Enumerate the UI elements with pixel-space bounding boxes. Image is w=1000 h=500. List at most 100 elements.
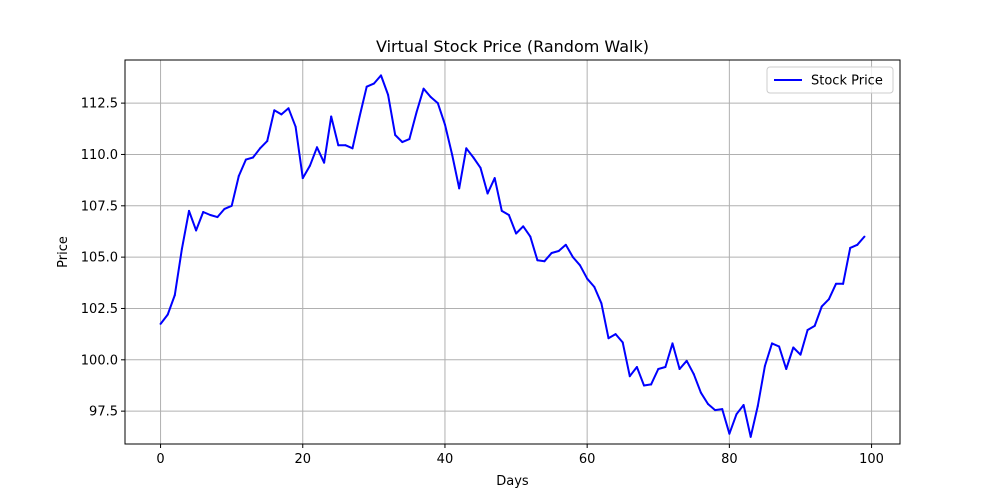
data-point bbox=[806, 329, 809, 332]
data-point bbox=[479, 166, 482, 169]
data-point bbox=[337, 144, 340, 147]
data-point bbox=[778, 345, 781, 348]
data-point bbox=[379, 74, 382, 77]
data-point bbox=[486, 192, 489, 195]
data-point bbox=[187, 209, 190, 212]
data-point bbox=[159, 322, 162, 325]
data-point bbox=[173, 294, 176, 297]
data-point bbox=[465, 147, 468, 150]
data-point bbox=[202, 210, 205, 213]
data-point bbox=[472, 156, 475, 159]
x-tick-label: 40 bbox=[437, 452, 454, 467]
legend: Stock Price bbox=[766, 66, 894, 94]
legend-box bbox=[766, 66, 894, 94]
x-axis-label: Days bbox=[496, 474, 529, 489]
data-point bbox=[785, 368, 788, 371]
data-point bbox=[849, 246, 852, 249]
data-point bbox=[315, 146, 318, 149]
data-point bbox=[308, 164, 311, 167]
x-tick-label: 20 bbox=[294, 452, 311, 467]
data-point bbox=[707, 402, 710, 405]
data-point bbox=[301, 177, 304, 180]
data-point bbox=[493, 177, 496, 180]
data-point bbox=[429, 95, 432, 98]
data-point bbox=[756, 405, 759, 408]
y-tick-label: 102.5 bbox=[81, 302, 118, 317]
data-point bbox=[216, 216, 219, 219]
data-point bbox=[856, 243, 859, 246]
data-point bbox=[813, 324, 816, 327]
data-point bbox=[550, 252, 553, 255]
data-point bbox=[223, 207, 226, 210]
data-point bbox=[529, 235, 532, 238]
data-point bbox=[863, 235, 866, 238]
data-point bbox=[237, 175, 240, 178]
data-point bbox=[401, 141, 404, 144]
y-tick-label: 97.5 bbox=[89, 405, 118, 420]
data-point bbox=[507, 214, 510, 217]
legend-label: Stock Price bbox=[811, 74, 883, 89]
x-tick-label: 80 bbox=[721, 452, 738, 467]
data-point bbox=[408, 138, 411, 141]
data-point bbox=[330, 115, 333, 118]
data-point bbox=[294, 125, 297, 128]
data-point bbox=[394, 133, 397, 136]
y-tick-label: 105.0 bbox=[81, 251, 118, 266]
data-point bbox=[820, 305, 823, 308]
x-tick-label: 60 bbox=[579, 452, 596, 467]
data-point bbox=[685, 359, 688, 362]
data-point bbox=[571, 256, 574, 259]
data-point bbox=[721, 408, 724, 411]
data-point bbox=[209, 214, 212, 217]
data-point bbox=[699, 391, 702, 394]
data-point bbox=[586, 277, 589, 280]
data-point bbox=[422, 87, 425, 90]
data-point bbox=[372, 82, 375, 85]
series-line-stock-price bbox=[159, 74, 866, 438]
data-point bbox=[195, 229, 198, 232]
y-axis-label: Price bbox=[56, 236, 71, 268]
data-point bbox=[664, 365, 667, 368]
grid-lines bbox=[125, 60, 900, 444]
data-point bbox=[259, 147, 262, 150]
data-point bbox=[358, 115, 361, 118]
data-point bbox=[230, 204, 233, 207]
data-point bbox=[244, 158, 247, 161]
data-point bbox=[458, 187, 461, 190]
y-tick-label: 110.0 bbox=[81, 148, 118, 163]
data-point bbox=[714, 409, 717, 412]
data-point bbox=[287, 107, 290, 110]
data-point bbox=[536, 259, 539, 262]
y-axis-ticks: 97.5 100.0 102.5 105.0 107.5 110.0 112.5 bbox=[81, 97, 125, 420]
data-point bbox=[671, 342, 674, 345]
data-point bbox=[650, 383, 653, 386]
x-tick-label: 0 bbox=[156, 452, 164, 467]
data-point bbox=[251, 156, 254, 159]
data-point bbox=[500, 209, 503, 212]
data-point bbox=[635, 365, 638, 368]
data-point bbox=[593, 285, 596, 288]
data-point bbox=[614, 333, 617, 336]
data-point bbox=[266, 140, 269, 143]
series-layer bbox=[159, 74, 866, 438]
data-point bbox=[749, 435, 752, 438]
x-tick-label: 100 bbox=[859, 452, 884, 467]
data-point bbox=[628, 375, 631, 378]
y-tick-label: 112.5 bbox=[81, 97, 118, 112]
data-point bbox=[692, 373, 695, 376]
data-point bbox=[678, 368, 681, 371]
data-point bbox=[600, 302, 603, 305]
data-point bbox=[415, 111, 418, 114]
data-point bbox=[771, 342, 774, 345]
data-point bbox=[280, 113, 283, 116]
data-point bbox=[451, 153, 454, 156]
data-point bbox=[365, 85, 368, 88]
data-point bbox=[621, 341, 624, 344]
data-point bbox=[607, 337, 610, 340]
data-point bbox=[323, 161, 326, 164]
data-point bbox=[564, 243, 567, 246]
data-point bbox=[657, 368, 660, 371]
data-point bbox=[763, 364, 766, 367]
data-point bbox=[827, 298, 830, 301]
